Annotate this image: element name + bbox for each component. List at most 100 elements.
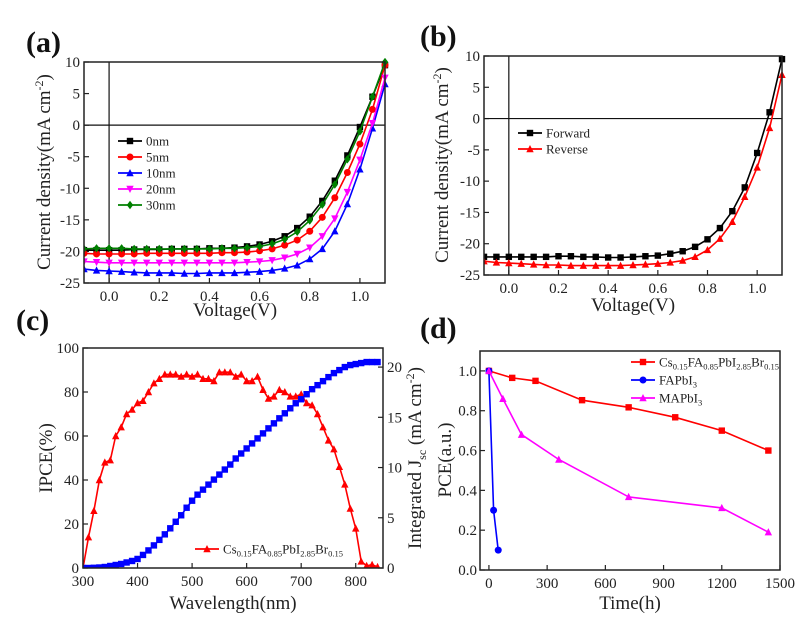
data-point bbox=[542, 253, 550, 261]
data-point bbox=[335, 462, 344, 470]
data-point bbox=[280, 264, 289, 272]
data-point bbox=[95, 476, 104, 484]
plot-frame bbox=[83, 61, 386, 284]
panel-c: (c) 300 400 500 600 700 800 0 20 40 60 80 100 0 5 10 15 2… bbox=[16, 304, 429, 614]
y-tick-label: 5 bbox=[473, 80, 481, 96]
data-point bbox=[341, 480, 349, 488]
data-point bbox=[218, 244, 226, 253]
y-tick-label: 0.2 bbox=[458, 523, 477, 539]
data-point bbox=[592, 253, 599, 261]
data-point bbox=[499, 394, 507, 402]
data-point bbox=[218, 259, 226, 267]
data-point bbox=[106, 456, 114, 464]
data-point bbox=[666, 258, 674, 266]
data-point bbox=[105, 244, 113, 253]
data-point bbox=[218, 268, 226, 277]
data-point bbox=[505, 259, 513, 267]
data-point bbox=[691, 252, 699, 261]
x-tick-label: 0.2 bbox=[549, 281, 568, 297]
data-point bbox=[265, 425, 272, 432]
y-axis-label: PCE(a.u.) bbox=[435, 423, 456, 498]
y-tick-label: 40 bbox=[64, 473, 79, 489]
data-point bbox=[199, 374, 207, 382]
y-tick-label: 20 bbox=[64, 517, 79, 533]
data-point bbox=[303, 391, 310, 398]
data-point bbox=[641, 260, 650, 268]
data-point bbox=[130, 268, 138, 276]
y-tick-label: 0.8 bbox=[458, 404, 477, 420]
data-point bbox=[331, 215, 339, 223]
data-point bbox=[180, 269, 189, 277]
data-point bbox=[168, 244, 175, 254]
data-point bbox=[156, 536, 163, 544]
data-point bbox=[172, 518, 179, 525]
data-point bbox=[306, 255, 314, 263]
data-point bbox=[84, 533, 93, 541]
data-point bbox=[343, 200, 352, 208]
data-point bbox=[368, 560, 376, 568]
data-point bbox=[297, 390, 305, 398]
y-tick-label: 10 bbox=[465, 49, 480, 65]
data-point bbox=[155, 374, 164, 382]
x-tick-label: 0.0 bbox=[499, 281, 518, 297]
legend-marker bbox=[526, 145, 534, 153]
data-point bbox=[580, 253, 587, 261]
legend-marker bbox=[203, 545, 211, 553]
data-point bbox=[232, 372, 240, 380]
data-point bbox=[123, 559, 130, 566]
data-point bbox=[281, 410, 289, 417]
data-point bbox=[314, 381, 321, 389]
data-point bbox=[642, 253, 649, 260]
y-tick-label: -15 bbox=[460, 205, 480, 221]
y-tick-label: 80 bbox=[64, 385, 79, 401]
plot-frame bbox=[82, 347, 384, 569]
data-point bbox=[343, 169, 351, 176]
data-point bbox=[105, 267, 113, 275]
data-point bbox=[292, 400, 299, 407]
data-point bbox=[255, 267, 264, 275]
data-point bbox=[374, 562, 381, 568]
data-point bbox=[130, 244, 138, 254]
x-tick-label: 0.6 bbox=[250, 289, 269, 305]
data-point bbox=[155, 268, 163, 277]
data-point bbox=[161, 370, 169, 378]
legend-label: 20nm bbox=[146, 182, 176, 197]
data-point bbox=[101, 563, 109, 568]
x-tick-label: 0.8 bbox=[698, 281, 717, 297]
x-tick-label: 1.0 bbox=[748, 281, 767, 297]
data-point bbox=[230, 259, 239, 267]
data-point bbox=[567, 261, 575, 269]
data-point bbox=[268, 257, 276, 265]
panel-label: (b) bbox=[420, 20, 457, 53]
data-point bbox=[210, 476, 218, 483]
data-point bbox=[281, 388, 289, 396]
y-tick-label: -20 bbox=[460, 237, 480, 253]
data-point bbox=[302, 399, 311, 407]
data-point bbox=[678, 256, 687, 264]
data-point bbox=[624, 492, 633, 501]
legend-marker bbox=[639, 358, 647, 366]
legend-label: Reverse bbox=[546, 142, 588, 157]
data-point bbox=[188, 372, 196, 380]
series-MAPbI3 bbox=[485, 366, 773, 536]
x-tick-label: 400 bbox=[126, 574, 149, 590]
series-5nm bbox=[84, 61, 389, 258]
data-point bbox=[90, 564, 98, 568]
data-point bbox=[83, 564, 87, 568]
data-point bbox=[85, 564, 92, 568]
data-point bbox=[210, 377, 218, 385]
data-point bbox=[168, 249, 176, 257]
data-point bbox=[155, 259, 163, 267]
data-point bbox=[112, 561, 119, 568]
data-point bbox=[485, 366, 493, 375]
data-point bbox=[105, 250, 113, 258]
panel-d: (d) 0 300 600 900 1200 1500 0.0 0.2 0.4 0.6 0.8 1.0 C… bbox=[420, 312, 795, 614]
series-Cs0-15FA0-85PbI2-85Br0-15 bbox=[83, 368, 381, 568]
x-axis-label: Time(h) bbox=[599, 593, 661, 614]
data-point bbox=[308, 401, 316, 409]
data-point bbox=[741, 192, 749, 200]
x-tick-label: 500 bbox=[181, 574, 204, 590]
legend-label: FAPbI3 bbox=[659, 373, 697, 390]
x-tick-label: 0.8 bbox=[300, 289, 319, 305]
data-point bbox=[592, 261, 600, 269]
